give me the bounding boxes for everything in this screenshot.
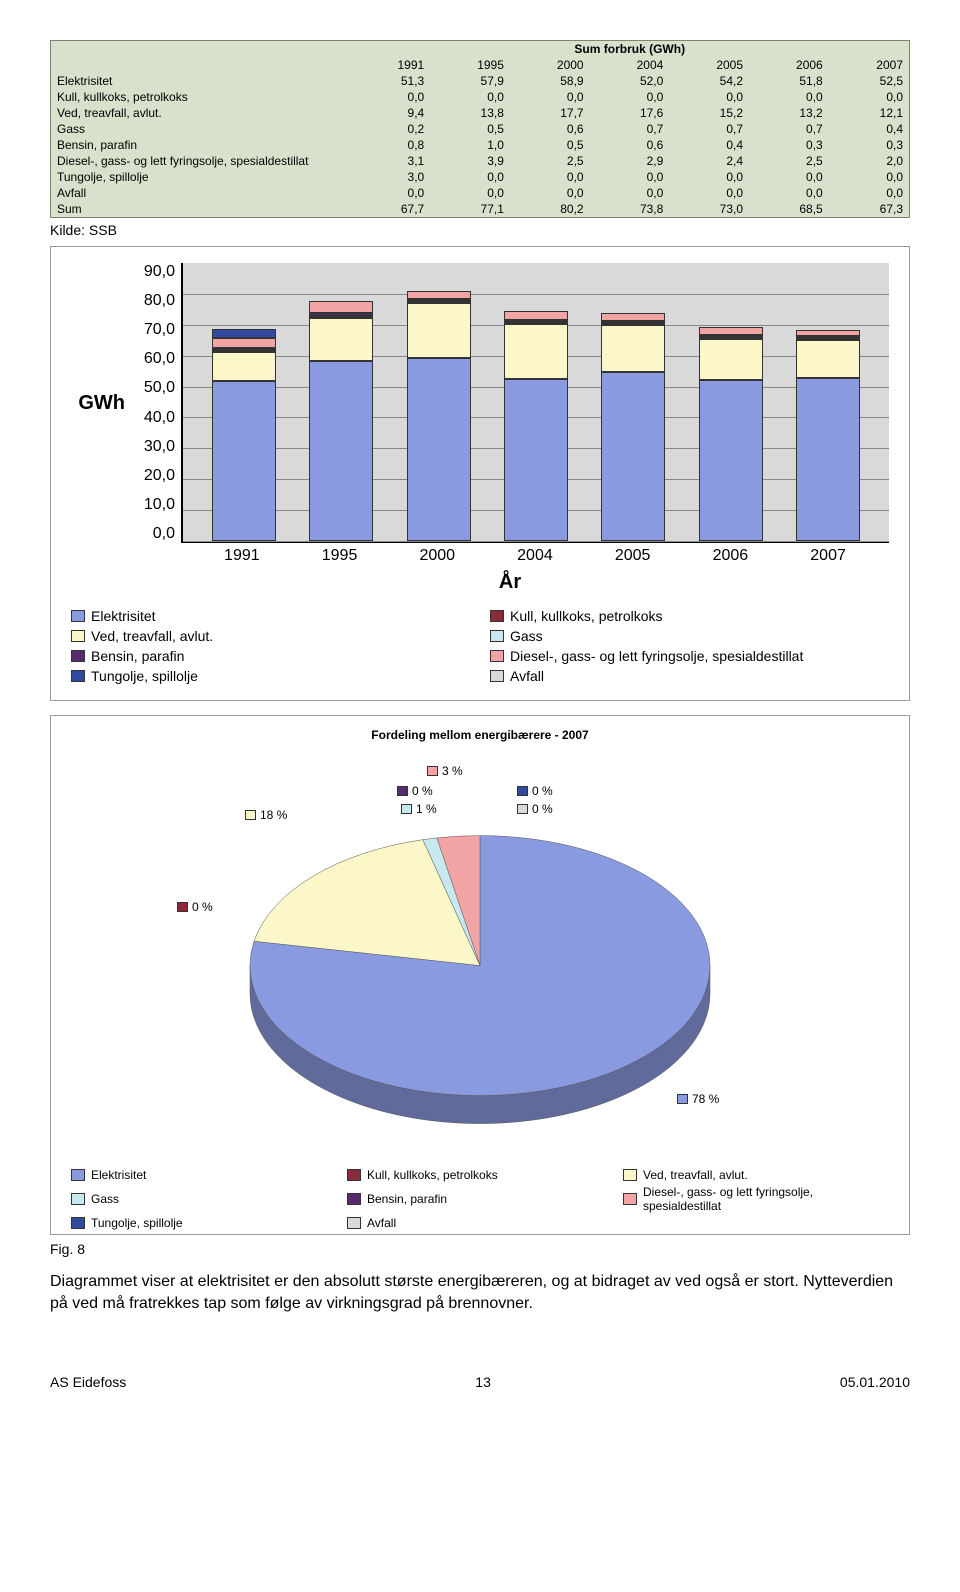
bar-stack [699, 327, 763, 541]
table-row: Elektrisitet51,357,958,952,054,251,852,5 [51, 73, 910, 89]
legend-item: Ved, treavfall, avlut. [71, 628, 470, 644]
y-axis-ticks: 90,080,070,060,050,040,030,020,010,00,0 [131, 263, 181, 543]
legend-swatch [623, 1169, 637, 1181]
bar-chart: GWh 90,080,070,060,050,040,030,020,010,0… [50, 246, 910, 701]
footer-center: 13 [475, 1374, 491, 1390]
legend-swatch [347, 1169, 361, 1181]
bar-segment [212, 329, 276, 338]
legend-swatch [490, 630, 504, 642]
energy-table: Sum forbruk (GWh) 1991 1995 2000 2004 20… [50, 40, 910, 218]
table-title: Sum forbruk (GWh) [351, 41, 910, 58]
bar-segment [699, 339, 763, 380]
bar-segment [309, 318, 373, 361]
legend-item: Ved, treavfall, avlut. [623, 1168, 889, 1182]
pie-slice-label: 0 % [397, 784, 433, 798]
body-paragraph: Diagrammet viser at elektrisitet er den … [50, 1271, 910, 1314]
legend-swatch [490, 650, 504, 662]
bar-stack [212, 329, 276, 541]
y-axis-label: GWh [71, 392, 131, 415]
pie-slice-label: 78 % [677, 1092, 719, 1106]
footer-right: 05.01.2010 [840, 1374, 910, 1390]
legend-item: Bensin, parafin [71, 648, 470, 664]
bar-segment [796, 340, 860, 378]
bar-legend: Elektrisitet Kull, kullkoks, petrolkoks Ve… [71, 608, 889, 684]
legend-swatch [71, 630, 85, 642]
footer-left: AS Eidefoss [50, 1374, 126, 1390]
bar-segment [796, 378, 860, 541]
legend-item: Gass [71, 1185, 337, 1213]
table-sum-row: Sum 67,7 77,1 80,2 73,8 73,0 68,5 67,3 [51, 201, 910, 218]
legend-swatch [347, 1217, 361, 1229]
bar-segment [699, 380, 763, 541]
legend-item: Elektrisitet [71, 1168, 337, 1182]
legend-item: Tungolje, spillolje [71, 1216, 337, 1230]
legend-swatch [623, 1193, 637, 1205]
legend-swatch [71, 1217, 85, 1229]
legend-swatch [71, 1169, 85, 1181]
pie-slice-label: 3 % [427, 764, 463, 778]
bar-segment [601, 372, 665, 541]
table-row: Diesel-, gass- og lett fyringsolje, spes… [51, 153, 910, 169]
pie-slice-label: 0 % [517, 802, 553, 816]
pie-slice-label: 0 % [177, 900, 213, 914]
table-row: Avfall0,00,00,00,00,00,00,0 [51, 185, 910, 201]
pie-slice-label: 1 % [401, 802, 437, 816]
bar-segment [407, 303, 471, 358]
legend-item: Avfall [490, 668, 889, 684]
legend-swatch [347, 1193, 361, 1205]
legend-swatch [490, 610, 504, 622]
pie-slice-label: 18 % [245, 808, 287, 822]
legend-item: Bensin, parafin [347, 1185, 613, 1213]
bar-segment [212, 381, 276, 541]
legend-item: Kull, kullkoks, petrolkoks [347, 1168, 613, 1182]
legend-swatch [71, 1193, 85, 1205]
bar-segment [504, 379, 568, 541]
bar-segment [601, 313, 665, 320]
figure-caption: Fig. 8 [50, 1241, 910, 1257]
legend-swatch [71, 610, 85, 622]
legend-swatch [71, 670, 85, 682]
legend-item: Tungolje, spillolje [71, 668, 470, 684]
pie-chart: Fordeling mellom energibærere - 2007 3 %… [50, 715, 910, 1235]
table-header: 1991 1995 2000 2004 2005 2006 2007 [51, 57, 910, 73]
bar-segment [699, 327, 763, 335]
table-row: Kull, kullkoks, petrolkoks0,00,00,00,00,… [51, 89, 910, 105]
legend-item: Gass [490, 628, 889, 644]
legend-item: Diesel-, gass- og lett fyringsolje, spes… [490, 648, 889, 664]
table-row: Bensin, parafin0,81,00,50,60,40,30,3 [51, 137, 910, 153]
bar-segment [309, 361, 373, 541]
legend-item: Kull, kullkoks, petrolkoks [490, 608, 889, 624]
bar-segment [601, 325, 665, 372]
legend-item: Avfall [347, 1216, 613, 1230]
source-label: Kilde: SSB [50, 222, 910, 238]
bar-stack [601, 313, 665, 541]
plot-area [181, 263, 889, 543]
bar-segment [407, 291, 471, 299]
x-axis-labels: 1991199520002004200520062007 [181, 543, 889, 565]
legend-item: Elektrisitet [71, 608, 470, 624]
pie-legend: Elektrisitet Kull, kullkoks, petrolkoks Ve… [67, 1162, 893, 1236]
legend-swatch [490, 670, 504, 682]
table-row: Tungolje, spillolje3,00,00,00,00,00,00,0 [51, 169, 910, 185]
bar-segment [504, 311, 568, 320]
bar-segment [212, 352, 276, 381]
x-axis-title: År [131, 571, 889, 594]
bar-stack [796, 330, 860, 541]
bar-stack [309, 301, 373, 541]
table-row: Gass0,20,50,60,70,70,70,4 [51, 121, 910, 137]
legend-swatch [71, 650, 85, 662]
bar-segment [309, 301, 373, 313]
bar-stack [504, 311, 568, 541]
legend-item: Diesel-, gass- og lett fyringsolje, spes… [623, 1185, 889, 1213]
bar-segment [407, 358, 471, 541]
bar-segment [212, 338, 276, 348]
pie-slice-label: 0 % [517, 784, 553, 798]
page-footer: AS Eidefoss 13 05.01.2010 [50, 1374, 910, 1390]
bar-stack [407, 291, 471, 541]
bar-segment [504, 324, 568, 379]
table-row: Ved, treavfall, avlut.9,413,817,717,615,… [51, 105, 910, 121]
pie-title: Fordeling mellom energibærere - 2007 [67, 728, 893, 742]
pie-svg [220, 796, 740, 1136]
